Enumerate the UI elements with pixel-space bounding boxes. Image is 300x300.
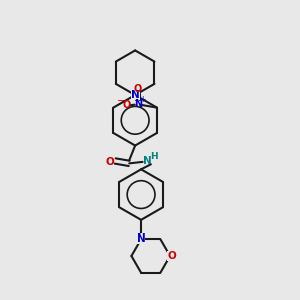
Text: O: O: [167, 251, 176, 261]
Text: N: N: [143, 156, 152, 166]
Text: O: O: [122, 100, 130, 110]
Text: O: O: [106, 157, 114, 167]
Text: N: N: [137, 234, 146, 244]
Text: −: −: [117, 96, 125, 106]
Text: H: H: [150, 152, 158, 161]
Text: +: +: [140, 95, 146, 104]
Text: N: N: [137, 233, 146, 243]
Text: N: N: [131, 90, 140, 100]
Text: N: N: [134, 99, 142, 109]
Text: O: O: [134, 84, 142, 94]
